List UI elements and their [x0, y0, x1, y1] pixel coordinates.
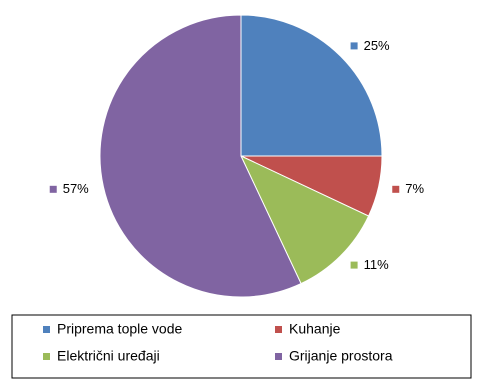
label-marker — [350, 42, 358, 50]
pie-slice — [99, 14, 302, 298]
legend-marker — [275, 353, 282, 360]
data-label: 25% — [364, 38, 390, 53]
data-label: 57% — [63, 181, 89, 196]
legend-marker — [275, 326, 282, 333]
legend-label: Kuhanje — [289, 321, 341, 337]
data-label: 7% — [405, 181, 424, 196]
legend-marker — [43, 353, 50, 360]
pie-slice — [239, 154, 370, 285]
legend-label: Električni uređaji — [57, 348, 160, 364]
legend-label: Grijanje prostora — [289, 348, 393, 364]
legend-label: Priprema tople vode — [57, 321, 183, 337]
label-marker — [392, 185, 400, 193]
data-label: 11% — [364, 257, 389, 272]
legend-marker — [43, 326, 50, 333]
pie-slice — [240, 14, 383, 157]
label-marker — [350, 261, 358, 269]
legend-box — [11, 314, 472, 379]
label-marker — [49, 185, 57, 193]
